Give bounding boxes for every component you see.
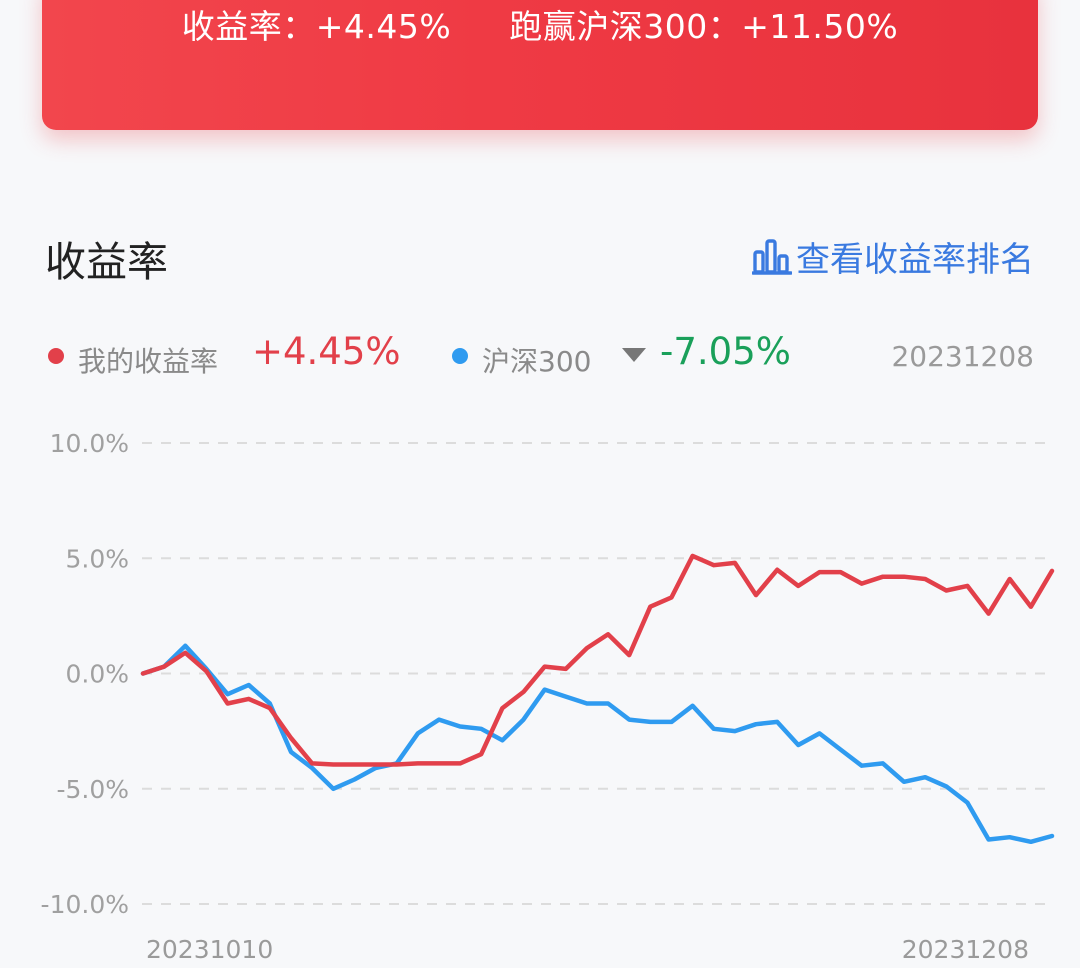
y-tick-label: 0.0% (65, 660, 129, 689)
y-tick-label: -5.0% (56, 775, 129, 804)
legend-date: 20231208 (891, 340, 1034, 373)
index-dot (452, 348, 468, 364)
y-tick-label: -10.0% (41, 890, 129, 919)
summary-banner: 收益率：+4.45% 跑赢沪深300：+11.50% (42, 0, 1038, 130)
chart-legend: 我的收益率 +4.45% 沪深300 -7.05% 20231208 (44, 330, 1034, 384)
beat-index-label: 跑赢沪深300： (509, 7, 742, 46)
view-rank-link[interactable]: 查看收益率排名 (752, 232, 1034, 281)
index-return-line (140, 643, 1055, 845)
y-tick-label: 10.0% (50, 429, 129, 458)
my-return-value: +4.45% (252, 330, 401, 373)
bar-chart-icon (752, 238, 792, 275)
my-return-dot (48, 348, 64, 364)
index-value: -7.05% (660, 330, 791, 373)
index-dropdown-icon[interactable] (622, 348, 646, 362)
return-value: +4.45% (315, 7, 452, 46)
return-line-chart: 10.0% 5.0% 0.0% -5.0% -10.0% 20231010 20231208 (41, 429, 1055, 964)
section-title: 收益率 (45, 238, 168, 286)
my-return-line (140, 553, 1055, 767)
y-tick-label: 5.0% (65, 544, 129, 573)
return-label: 收益率： (181, 7, 316, 46)
x-end-label: 20231208 (902, 935, 1029, 964)
view-rank-label: 查看收益率排名 (796, 240, 1034, 280)
beat-index-value: +11.50% (741, 7, 899, 46)
my-return-label: 我的收益率 (78, 345, 219, 378)
index-label[interactable]: 沪深300 (482, 345, 592, 378)
x-start-label: 20231010 (146, 935, 273, 964)
summary-text: 收益率：+4.45% 跑赢沪深300：+11.50% (42, 0, 1038, 48)
